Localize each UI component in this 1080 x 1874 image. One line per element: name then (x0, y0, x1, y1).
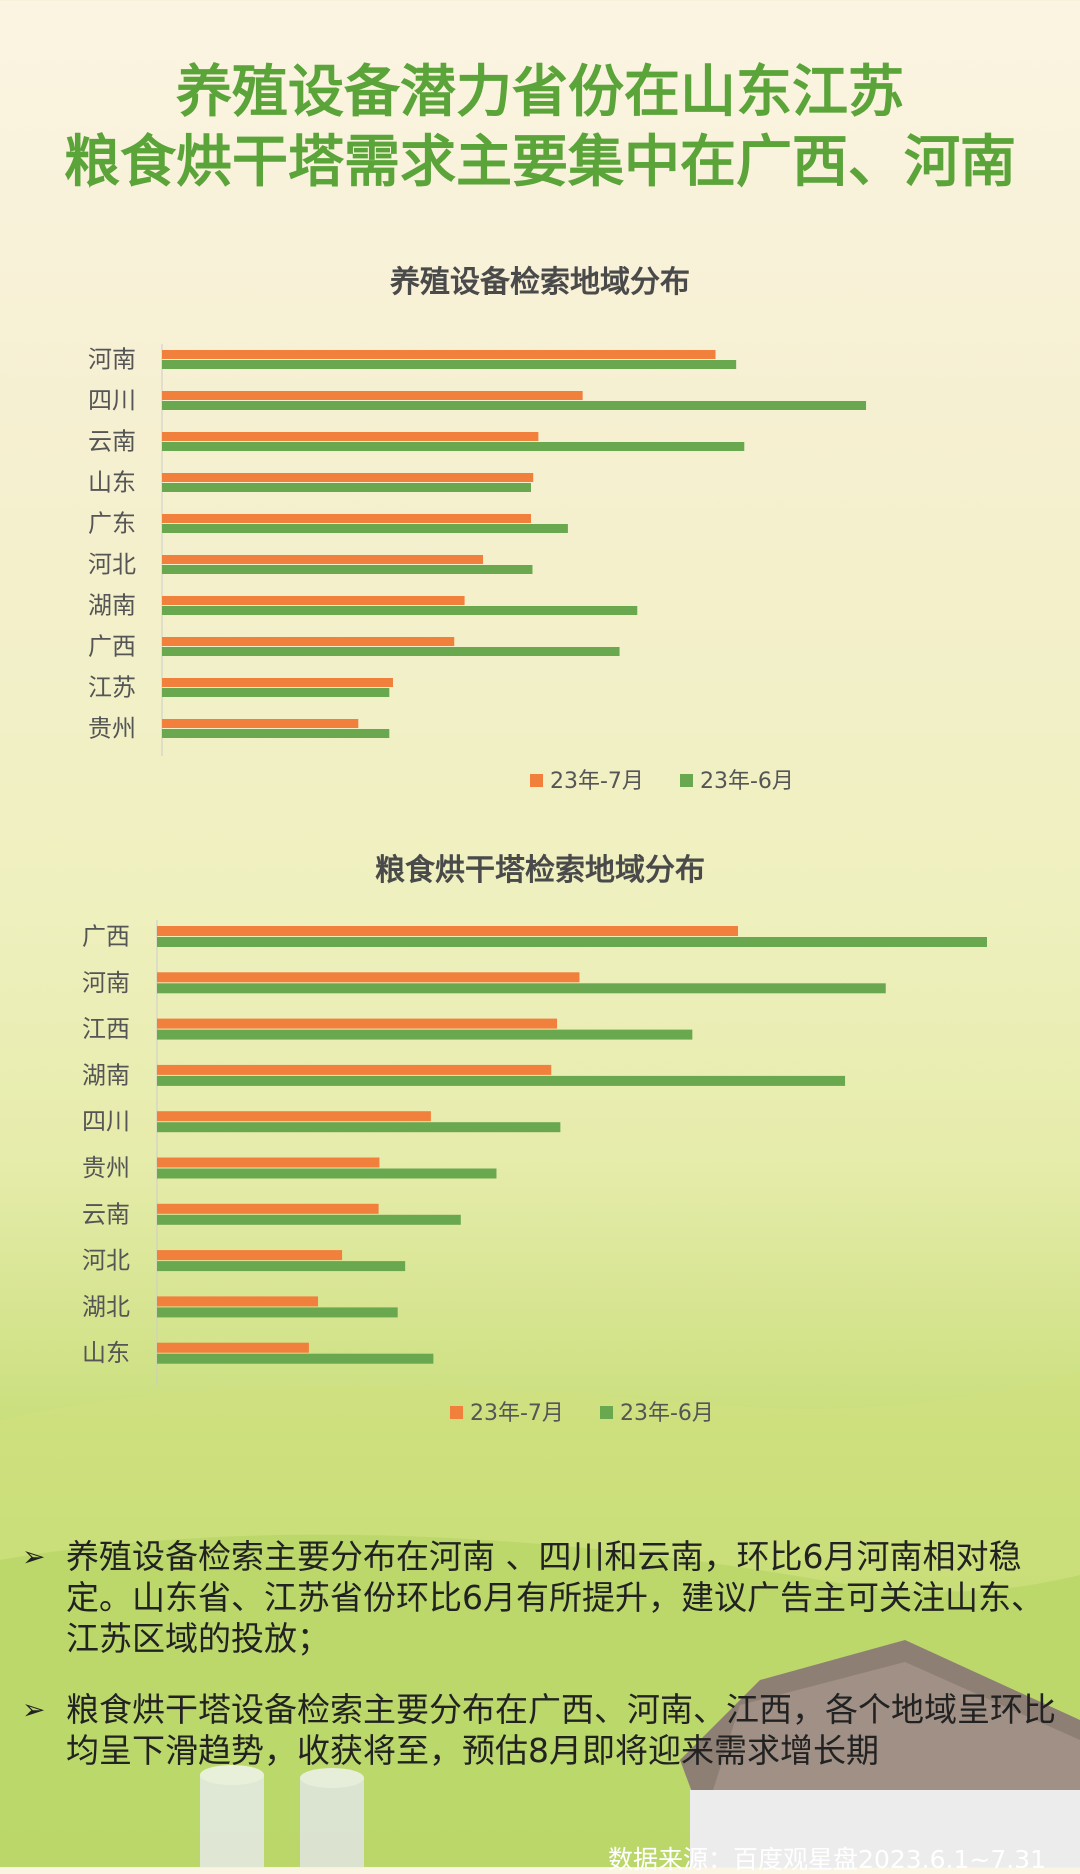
note-item: ➢ 养殖设备检索主要分布在河南 、四川和云南，环比6月河南相对稳定。山东省、江苏… (22, 1536, 1062, 1659)
category-label: 广东 (88, 510, 136, 538)
source-note: 数据来源：百度观星盘2023.6.1~7.31 (608, 1845, 1046, 1874)
bar-jun (157, 1168, 497, 1179)
bar-jun (162, 442, 745, 451)
bar-jul (157, 926, 738, 936)
note-item: ➢ 粮食烘干塔设备检索主要分布在广西、河南、江西，各个地域呈环比均呈下滑趋势，收… (22, 1689, 1062, 1771)
bar-jun (157, 1353, 434, 1364)
bar-jul (157, 1250, 343, 1261)
bar-jun (162, 401, 867, 410)
notes-list: ➢ 养殖设备检索主要分布在河南 、四川和云南，环比6月河南相对稳定。山东省、江苏… (22, 1536, 1062, 1801)
arrowhead-bullet-icon: ➢ (22, 1693, 46, 1726)
note-text: 养殖设备检索主要分布在河南 、四川和云南，环比6月河南相对稳定。山东省、江苏省份… (66, 1537, 1044, 1658)
bar-jul (157, 972, 580, 983)
category-label: 云南 (82, 1200, 130, 1228)
bar-jun (162, 688, 390, 697)
bar-jul (162, 719, 359, 728)
bar-jun (157, 1261, 406, 1272)
legend-swatch (600, 1406, 613, 1419)
category-label: 湖北 (82, 1293, 130, 1321)
bar-jul (162, 555, 484, 564)
bar-jul (157, 1157, 380, 1168)
category-label: 贵州 (82, 1154, 130, 1182)
bar-jul (162, 391, 583, 400)
category-label: 贵州 (88, 715, 136, 743)
headline: 养殖设备潜力省份在山东江苏 粮食烘干塔需求主要集中在广西、河南 (0, 58, 1080, 198)
legend-label: 23年-6月 (700, 769, 794, 794)
legend-label: 23年-7月 (470, 1401, 564, 1426)
bar-jul (157, 1296, 319, 1307)
bar-jul (157, 1064, 552, 1075)
bar-jun (162, 360, 737, 369)
bar-jul (162, 596, 465, 605)
category-label: 四川 (88, 387, 136, 415)
bar-jun (157, 1307, 398, 1318)
category-label: 江西 (82, 1015, 130, 1043)
chart-title: 粮食烘干塔检索地域分布 (375, 853, 705, 888)
category-label: 广西 (88, 633, 136, 661)
bar-jun (162, 729, 390, 738)
bar-jun (157, 1214, 461, 1225)
bar-jun (157, 983, 886, 994)
category-label: 云南 (88, 428, 136, 456)
bar-jul (157, 1203, 379, 1214)
category-label: 四川 (82, 1108, 130, 1136)
category-label: 河北 (82, 1247, 130, 1275)
bar-jul (157, 1018, 558, 1029)
legend-label: 23年-7月 (550, 769, 644, 794)
bar-jul (162, 678, 393, 687)
headline-line-1: 养殖设备潜力省份在山东江苏 (176, 60, 904, 125)
legend-swatch (680, 774, 693, 787)
arrowhead-bullet-icon: ➢ (22, 1540, 46, 1573)
category-label: 河南 (82, 969, 130, 997)
legend-swatch (450, 1406, 463, 1419)
category-label: 山东 (88, 469, 136, 497)
bar-jun (157, 1029, 693, 1040)
bar-jul (162, 514, 531, 523)
note-text: 粮食烘干塔设备检索主要分布在广西、河南、江西，各个地域呈环比均呈下滑趋势，收获将… (66, 1690, 1056, 1770)
bar-jun (162, 565, 533, 574)
headline-line-2: 粮食烘干塔需求主要集中在广西、河南 (64, 130, 1016, 195)
bar-jul (162, 432, 539, 441)
chart-title: 养殖设备检索地域分布 (390, 265, 690, 300)
bar-jul (162, 473, 534, 482)
bar-jul (162, 637, 455, 646)
bar-jun (162, 483, 531, 492)
bar-jun (157, 937, 987, 947)
bar-jul (157, 1111, 431, 1122)
category-label: 广西 (82, 923, 130, 951)
category-label: 湖南 (88, 592, 136, 620)
bar-jun (157, 1075, 846, 1086)
category-label: 江苏 (88, 674, 136, 702)
bar-jun (162, 647, 620, 656)
bar-jul (162, 350, 716, 359)
category-label: 河北 (88, 551, 136, 579)
category-label: 湖南 (82, 1061, 130, 1089)
farm-building (680, 1640, 1080, 1867)
bar-jun (162, 606, 638, 615)
silo-left (200, 1765, 264, 1867)
bar-jun (157, 1122, 561, 1133)
legend-label: 23年-6月 (620, 1401, 714, 1426)
silo-right (300, 1768, 364, 1867)
bar-jun (162, 524, 568, 533)
category-label: 山东 (82, 1339, 130, 1367)
chart-livestock-equipment: 养殖设备检索地域分布河南四川云南山东广东河北湖南广西江苏贵州 23年-7月 23年-… (0, 260, 1080, 820)
chart-grain-dryer: 粮食烘干塔检索地域分布广西河南江西湖南四川贵州云南河北湖北山东 23年-7月 23年… (0, 848, 1080, 1448)
bar-jul (157, 1342, 309, 1353)
legend-swatch (530, 774, 543, 787)
category-label: 河南 (88, 346, 136, 374)
